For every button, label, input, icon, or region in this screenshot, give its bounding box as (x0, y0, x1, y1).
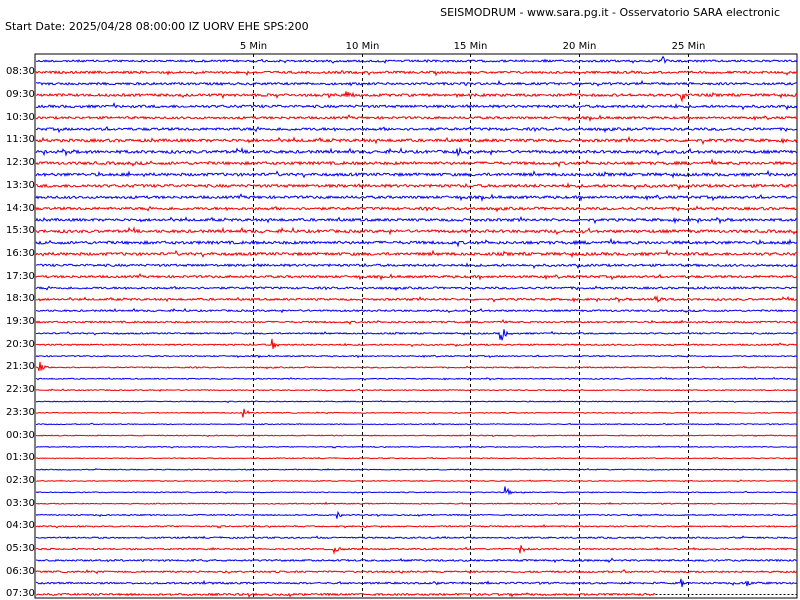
y-tick-label: 16:30 (6, 247, 35, 259)
x-tick-label: 5 Min (239, 41, 268, 52)
y-tick-label: 07:30 (6, 588, 35, 600)
trace-row-25 (35, 329, 798, 341)
trace-row-39 (35, 486, 797, 496)
trace-row-47 (35, 578, 798, 588)
trace-row-2 (35, 69, 798, 77)
trace-row-30 (35, 388, 798, 392)
trace-row-26 (35, 338, 798, 350)
trace-row-23 (35, 307, 798, 314)
trace-row-37 (35, 468, 798, 471)
chart-title: SEISMODRUM - www.sara.pg.it - Osservator… (440, 6, 780, 19)
y-tick-label: 00:30 (6, 429, 35, 441)
trace-row-45 (35, 557, 798, 564)
y-tick-label: 21:30 (6, 361, 35, 373)
trace-row-41 (35, 510, 798, 519)
x-tick-label: 10 Min (345, 41, 380, 52)
y-tick-label: 13:30 (6, 179, 35, 191)
y-tick-label: 10:30 (6, 111, 35, 123)
x-tick-label: 20 Min (562, 41, 597, 52)
y-tick-label: 18:30 (6, 293, 35, 305)
trace-row-9 (35, 146, 798, 157)
trace-row-27 (35, 354, 798, 359)
trace-row-46 (35, 569, 798, 575)
trace-row-48 (35, 592, 656, 598)
y-tick-label: 14:30 (6, 202, 35, 214)
trace-row-36 (35, 456, 798, 460)
trace-row-18 (35, 248, 798, 259)
trace-row-6 (35, 114, 798, 123)
trace-row-5 (35, 101, 798, 111)
trace-row-13 (35, 193, 798, 203)
y-tick-label: 01:30 (6, 452, 35, 464)
y-tick-label: 04:30 (6, 520, 35, 532)
trace-row-16 (35, 226, 798, 236)
trace-row-19 (35, 262, 798, 270)
trace-row-17 (35, 237, 798, 248)
start-date-line: Start Date: 2025/04/28 08:00:00 IZ UORV … (5, 20, 309, 33)
trace-row-3 (36, 79, 798, 87)
trace-row-21 (35, 285, 798, 292)
trace-row-31 (35, 399, 798, 404)
y-tick-label: 03:30 (6, 497, 35, 509)
y-tick-label: 11:30 (6, 134, 35, 146)
y-tick-label: 17:30 (6, 270, 35, 282)
trace-row-28 (35, 361, 798, 371)
trace-row-4 (35, 91, 798, 103)
trace-row-12 (35, 182, 798, 191)
trace-row-29 (35, 376, 798, 381)
trace-row-11 (35, 169, 798, 179)
y-tick-label: 20:30 (6, 338, 35, 350)
y-tick-label: 15:30 (6, 225, 35, 237)
trace-row-35 (35, 445, 798, 449)
trace-row-24 (35, 319, 798, 326)
trace-row-40 (35, 501, 798, 506)
trace-row-34 (35, 434, 798, 438)
trace-row-20 (35, 272, 798, 281)
x-tick-label: 15 Min (453, 41, 488, 52)
trace-row-10 (35, 158, 798, 169)
y-tick-label: 22:30 (6, 384, 35, 396)
trace-row-22 (35, 294, 798, 303)
y-tick-label: 02:30 (6, 474, 35, 486)
trace-row-1 (36, 55, 798, 64)
y-tick-label: 19:30 (6, 316, 35, 328)
y-tick-label: 06:30 (6, 565, 35, 577)
y-tick-label: 08:30 (6, 66, 35, 78)
y-tick-label: 23:30 (6, 406, 35, 418)
x-tick-label: 25 Min (671, 41, 706, 52)
trace-row-32 (35, 408, 798, 418)
trace-row-15 (35, 215, 798, 225)
y-tick-label: 12:30 (6, 157, 35, 169)
trace-row-38 (35, 479, 798, 483)
trace-row-7 (35, 126, 798, 134)
trace-row-8 (35, 135, 798, 146)
trace-row-33 (35, 422, 798, 426)
trace-row-42 (35, 523, 798, 529)
y-tick-label: 05:30 (6, 543, 35, 555)
y-tick-label: 09:30 (6, 89, 35, 101)
plot-frame (34, 53, 798, 599)
trace-row-43 (35, 535, 798, 540)
trace-row-14 (35, 205, 798, 213)
trace-row-44 (35, 545, 798, 555)
